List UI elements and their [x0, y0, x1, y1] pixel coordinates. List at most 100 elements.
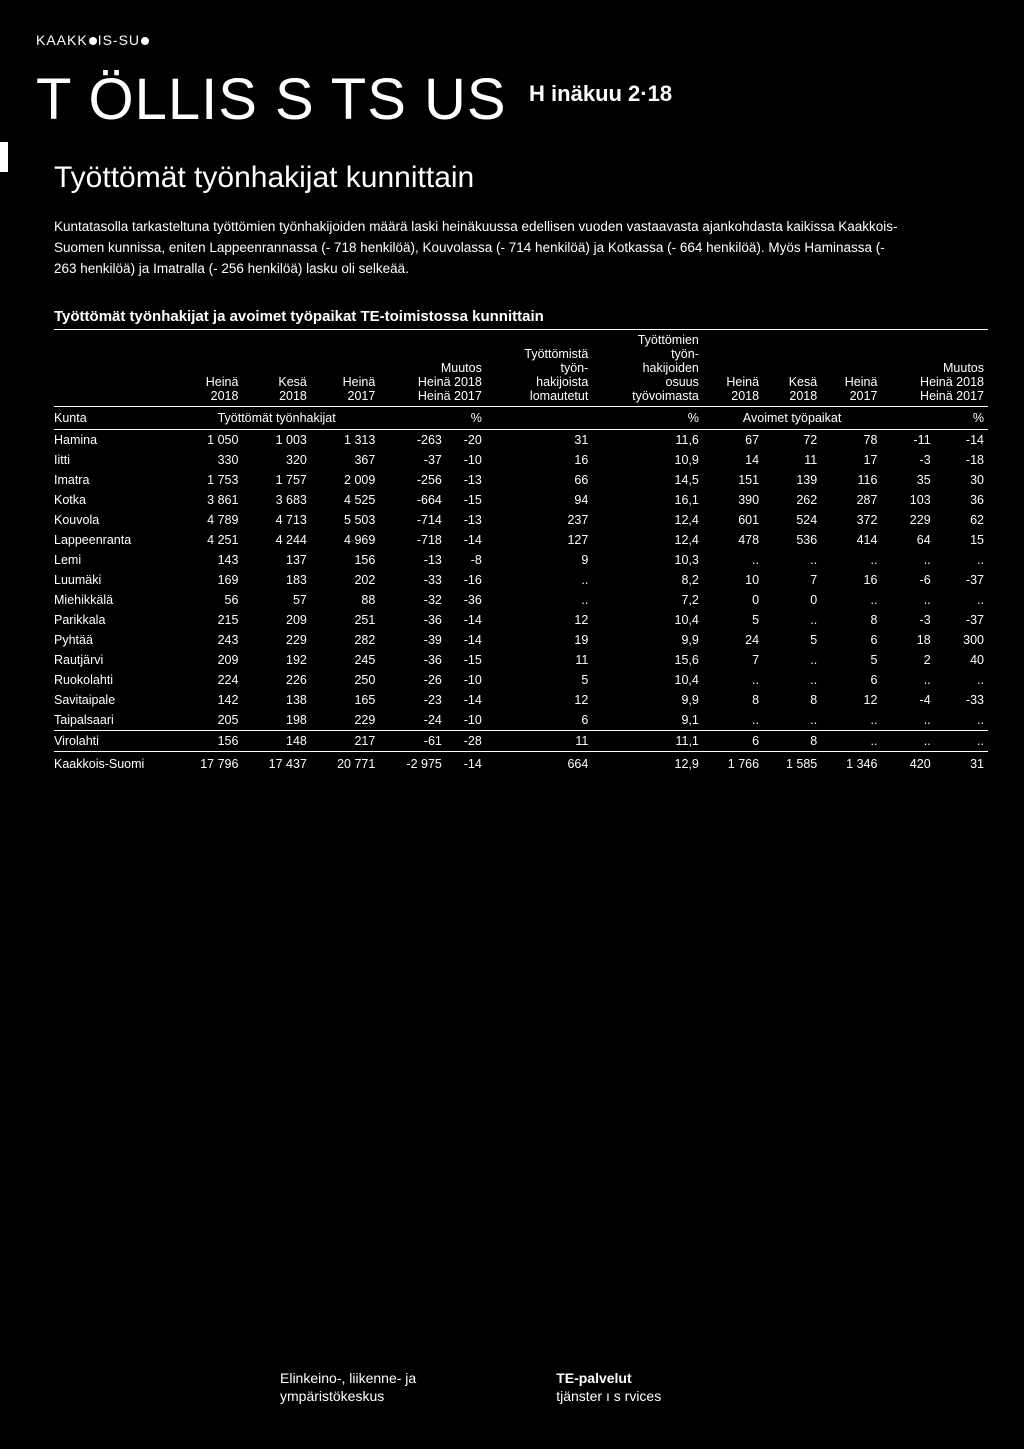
data-cell: 524 — [763, 510, 821, 530]
data-cell: 11,1 — [592, 730, 703, 751]
data-cell: -3 — [881, 610, 934, 630]
data-cell: 143 — [174, 550, 242, 570]
data-cell: 12 — [486, 690, 592, 710]
data-cell: 6 — [821, 630, 881, 650]
table-row: Taipalsaari205198229-24-1069,1.......... — [54, 710, 988, 731]
data-cell: 103 — [881, 490, 934, 510]
data-cell: 19 — [486, 630, 592, 650]
municipality-name: Hamina — [54, 429, 174, 450]
data-cell: .. — [763, 710, 821, 731]
footer-left-line1: Elinkeino-, liikenne- ja — [280, 1369, 416, 1387]
th-heina2017: Heinä2017 — [311, 329, 379, 406]
data-cell: 243 — [174, 630, 242, 650]
data-cell: 6 — [703, 730, 763, 751]
data-cell: 11 — [486, 650, 592, 670]
data-cell: 5 — [763, 630, 821, 650]
data-cell: 8 — [763, 730, 821, 751]
data-cell: 5 — [703, 610, 763, 630]
data-cell: 229 — [242, 630, 310, 650]
table-row: Lappeenranta4 2514 2444 969-718-1412712,… — [54, 530, 988, 550]
data-cell: -18 — [935, 450, 988, 470]
data-cell: 6 — [486, 710, 592, 731]
data-cell: -39 — [379, 630, 446, 650]
data-cell: -36 — [379, 610, 446, 630]
municipality-name: Rautjärvi — [54, 650, 174, 670]
data-cell: 15,6 — [592, 650, 703, 670]
pct-label-1: % — [446, 406, 486, 429]
data-cell: 17 — [821, 450, 881, 470]
sub-title: Työttömät työnhakijat kunnittain — [54, 161, 988, 195]
data-cell: 4 969 — [311, 530, 379, 550]
intro-paragraph: Kuntatasolla tarkasteltuna työttömien ty… — [54, 217, 904, 280]
th-tyottomista: Työttömistätyön-hakijoistalomautetut — [486, 329, 592, 406]
data-cell: 10,4 — [592, 610, 703, 630]
data-cell: 1 003 — [242, 429, 310, 450]
data-cell: 142 — [174, 690, 242, 710]
th-kesa2018: Kesä2018 — [242, 329, 310, 406]
data-cell: 56 — [174, 590, 242, 610]
data-cell: 1 757 — [242, 470, 310, 490]
data-cell: -23 — [379, 690, 446, 710]
table-head: Heinä2018 Kesä2018 Heinä2017 MuutosHeinä… — [54, 329, 988, 429]
data-cell: 17 796 — [174, 751, 242, 774]
data-cell: 250 — [311, 670, 379, 690]
kunta-label: Kunta — [54, 406, 174, 429]
data-cell: 192 — [242, 650, 310, 670]
page-root: KAAKKIS-SU T ÖLLIS S TS US H inäkuu 2·18… — [0, 0, 1024, 774]
table-row: Lemi143137156-13-8910,3.......... — [54, 550, 988, 570]
data-cell: 15 — [935, 530, 988, 550]
data-cell: .. — [881, 550, 934, 570]
data-cell: .. — [935, 590, 988, 610]
municipality-name: Ruokolahti — [54, 670, 174, 690]
data-cell: 138 — [242, 690, 310, 710]
period-label: H inäkuu 2·18 — [529, 81, 672, 107]
data-cell: 7 — [703, 650, 763, 670]
data-cell: -263 — [379, 429, 446, 450]
data-cell: .. — [881, 590, 934, 610]
data-cell: -33 — [935, 690, 988, 710]
data-cell: -14 — [446, 530, 486, 550]
data-cell: 16 — [486, 450, 592, 470]
data-cell: -15 — [446, 490, 486, 510]
data-cell: 94 — [486, 490, 592, 510]
data-cell: .. — [763, 550, 821, 570]
blank-cell — [486, 406, 592, 429]
th-heina2017b: Heinä2017 — [821, 329, 881, 406]
data-cell: 390 — [703, 490, 763, 510]
footer-left: Elinkeino-, liikenne- ja ympäristökeskus — [280, 1369, 416, 1405]
table-row: Ruokolahti224226250-26-10510,4....6.... — [54, 670, 988, 690]
data-cell: 5 — [821, 650, 881, 670]
data-cell: 4 525 — [311, 490, 379, 510]
data-cell: 148 — [242, 730, 310, 751]
data-cell: 20 771 — [311, 751, 379, 774]
data-cell: 251 — [311, 610, 379, 630]
data-cell: 40 — [935, 650, 988, 670]
data-cell: 3 861 — [174, 490, 242, 510]
data-cell: -4 — [881, 690, 934, 710]
data-cell: 330 — [174, 450, 242, 470]
data-cell: 35 — [881, 470, 934, 490]
data-cell: 5 — [486, 670, 592, 690]
main-title: T ÖLLIS S TS US — [36, 66, 507, 133]
data-cell: .. — [935, 710, 988, 731]
municipality-name: Taipalsaari — [54, 710, 174, 731]
data-cell: 6 — [821, 670, 881, 690]
th-muutos1: MuutosHeinä 2018Heinä 2017 — [379, 329, 486, 406]
data-cell: 215 — [174, 610, 242, 630]
data-cell: 10,4 — [592, 670, 703, 690]
data-cell: 11 — [486, 730, 592, 751]
data-cell: 17 437 — [242, 751, 310, 774]
data-cell: -3 — [881, 450, 934, 470]
data-cell: 10,3 — [592, 550, 703, 570]
th-kesa2018b: Kesä2018 — [763, 329, 821, 406]
data-cell: -32 — [379, 590, 446, 610]
data-cell: -664 — [379, 490, 446, 510]
data-cell: 300 — [935, 630, 988, 650]
data-cell: 5 503 — [311, 510, 379, 530]
data-cell: 287 — [821, 490, 881, 510]
data-cell: -14 — [446, 690, 486, 710]
data-cell: 237 — [486, 510, 592, 530]
table-row: Virolahti156148217-61-281111,168...... — [54, 730, 988, 751]
data-cell: 226 — [242, 670, 310, 690]
footer-right-line1: TE-palvelut — [556, 1369, 661, 1387]
